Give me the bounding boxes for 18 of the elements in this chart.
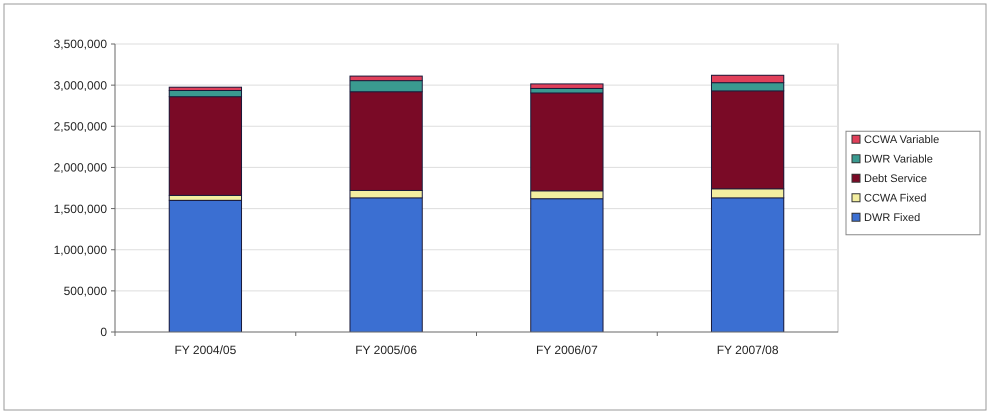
y-tick-label: 1,000,000 (54, 242, 108, 257)
x-tick-label: FY 2004/05 (174, 343, 237, 357)
y-tick-label: 2,500,000 (54, 119, 108, 134)
x-tick-label: FY 2006/07 (536, 343, 598, 357)
y-tick-label: 3,000,000 (54, 78, 108, 92)
y-tick-label: 500,000 (64, 284, 108, 298)
legend-label: CCWA Fixed (864, 192, 927, 205)
legend-label: CCWA Variable (864, 134, 940, 146)
x-tick-label: FY 2007/08 (716, 343, 779, 357)
y-tick-label: 3,500,000 (54, 37, 108, 52)
y-tick-label: 2,000,000 (54, 160, 108, 175)
y-tick-label: 0 (100, 325, 108, 340)
legend-label: Debt Service (864, 173, 927, 186)
legend-label: DWR Variable (864, 154, 933, 166)
legend-label: DWR Fixed (864, 212, 920, 224)
x-tick-label: FY 2005/06 (355, 343, 418, 357)
bar (168, 200, 242, 332)
y-tick-label: 1,500,000 (54, 202, 108, 216)
